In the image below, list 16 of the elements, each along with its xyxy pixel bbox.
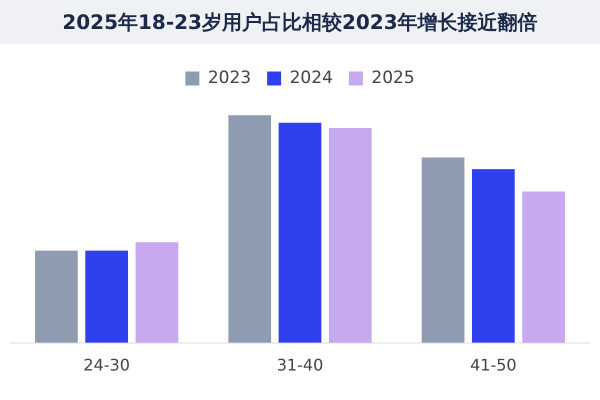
bar bbox=[278, 122, 322, 343]
bar bbox=[522, 191, 565, 343]
bar bbox=[472, 169, 515, 343]
bar bbox=[136, 242, 178, 343]
legend-label: 2023 bbox=[208, 68, 252, 88]
x-tick-label: 24-30 bbox=[83, 356, 130, 375]
bar bbox=[85, 250, 128, 343]
x-tick-label: 41-50 bbox=[470, 356, 517, 375]
bar bbox=[328, 128, 372, 343]
chart-title: 2025年18-23岁用户占比相较2023年增长接近翻倍 bbox=[0, 0, 600, 44]
bar bbox=[228, 115, 272, 343]
x-tick-label: 31-40 bbox=[276, 356, 324, 375]
bar bbox=[422, 158, 464, 343]
legend-label: 2025 bbox=[371, 68, 415, 88]
legend-label: 2024 bbox=[290, 68, 333, 88]
bar bbox=[35, 250, 78, 343]
